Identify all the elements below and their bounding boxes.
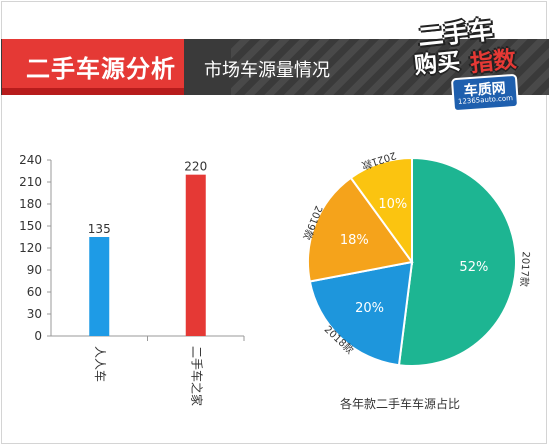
pie-category-label: 2017款 (518, 251, 533, 287)
y-tick-label: 60 (27, 285, 42, 299)
pie-percent-label: 10% (378, 197, 407, 212)
title-tag-shadow (2, 88, 184, 95)
y-tick-label: 30 (27, 307, 42, 321)
pie-chart-caption: 各年款二手车车源占比 (339, 397, 460, 411)
bar (185, 174, 206, 336)
y-tick-label: 90 (27, 263, 42, 277)
category-label: 二手车之家 (189, 346, 204, 406)
logo-badge: 车质网 12365auto.com (450, 73, 520, 113)
y-tick-label: 210 (19, 175, 42, 189)
pie-slice (349, 156, 413, 266)
y-tick-label: 120 (19, 241, 42, 255)
y-tick-label: 180 (19, 197, 42, 211)
pie-slice (397, 156, 517, 367)
bar-value-label: 135 (88, 222, 111, 236)
bar-value-label: 220 (184, 160, 207, 174)
title-tag (2, 39, 184, 95)
y-tick-label: 0 (34, 329, 42, 343)
page-subtitle: 市场车源量情况 (204, 60, 330, 81)
y-tick-label: 240 (19, 153, 42, 167)
brand-logo: 二手车 购买 指数 车质网 12365auto.com (412, 14, 532, 113)
y-tick-label: 150 (19, 219, 42, 233)
pie-percent-label: 52% (459, 260, 488, 275)
pie-slice (308, 260, 414, 367)
category-label: 人人车 (93, 346, 108, 382)
logo-line-2-red: 指数 (469, 46, 518, 78)
logo-line-2-white: 购买 (413, 48, 462, 80)
bar-chart: 0 30 60 90 120 150 180 210 240 135 人人车 220 二手车之家 (19, 153, 245, 406)
pie-percent-label: 20% (355, 301, 384, 316)
page-title: 二手车源分析 (26, 55, 176, 83)
pie-percent-label: 18% (340, 233, 369, 248)
pie-slice (307, 176, 414, 283)
bar (89, 237, 110, 336)
